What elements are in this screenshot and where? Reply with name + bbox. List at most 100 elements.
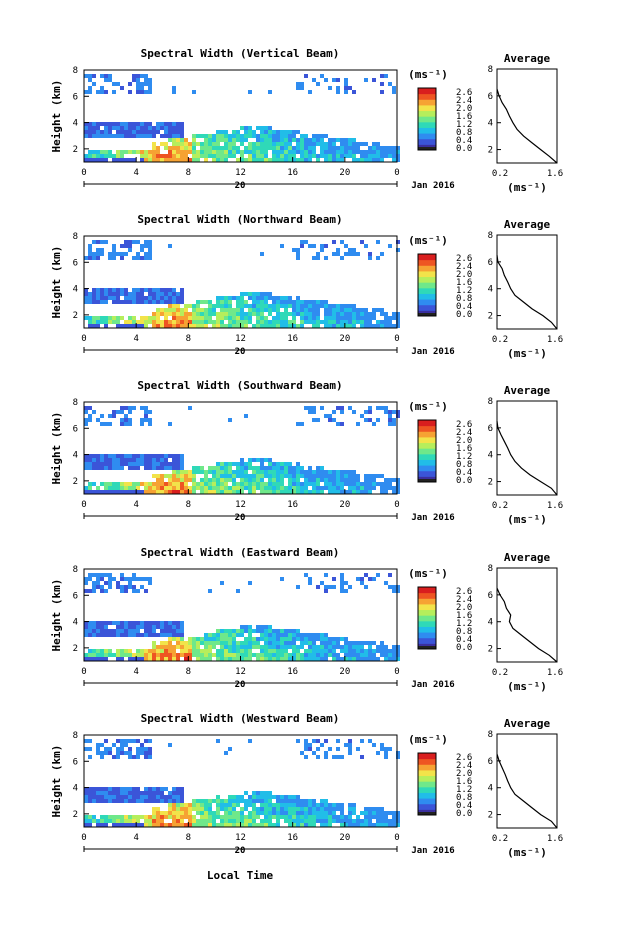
heatmap-cell	[172, 320, 176, 324]
heatmap-cell	[376, 482, 380, 486]
colorbar-tick-label: 0.4	[456, 302, 472, 312]
heatmap-cell	[312, 819, 316, 823]
panel-0: Spectral Width (Vertical Beam)2468Height…	[50, 47, 563, 194]
heatmap-cell	[364, 312, 368, 316]
date-label: Jan 2016	[411, 846, 454, 856]
heatmap-cell	[128, 300, 132, 304]
heatmap-cell	[156, 316, 160, 320]
heatmap-cell	[152, 454, 156, 458]
colorbar-tick-label: 2.0	[456, 436, 472, 446]
heatmap-cell	[284, 158, 288, 162]
date-label: Jan 2016	[411, 680, 454, 690]
heatmap-cell	[248, 296, 252, 300]
avg-x-tick-label: 0.2	[492, 834, 508, 844]
heatmap-cell	[344, 490, 348, 494]
heatmap-cell	[332, 138, 336, 142]
heatmap-cell	[236, 653, 240, 657]
heatmap-cell	[88, 150, 92, 154]
heatmap-cell	[120, 158, 124, 162]
heatmap-cell	[388, 418, 392, 422]
heatmap-cell	[332, 142, 336, 146]
heatmap-cell	[120, 490, 124, 494]
heatmap-cell	[332, 585, 336, 589]
heatmap-cell	[148, 240, 152, 244]
heatmap-cell	[264, 486, 268, 490]
heatmap-cell	[228, 462, 232, 466]
heatmap-cell	[120, 657, 124, 661]
heatmap-cell	[320, 823, 324, 827]
heatmap-cell	[144, 458, 148, 462]
heatmap-cell	[304, 312, 308, 316]
heatmap-cell	[264, 138, 268, 142]
heatmap-cell	[204, 811, 208, 815]
heatmap-cell	[172, 795, 176, 799]
heatmap-cell	[156, 649, 160, 653]
heatmap-cell	[344, 649, 348, 653]
heatmap-cell	[248, 633, 252, 637]
heatmap-cell	[124, 320, 128, 324]
heatmap-cell	[192, 637, 196, 641]
heatmap-cell	[128, 418, 132, 422]
heatmap-cell	[84, 256, 88, 260]
heatmap-cell	[108, 130, 112, 134]
heatmap-cell	[256, 795, 260, 799]
heatmap-cell	[324, 478, 328, 482]
heatmap-cell	[196, 803, 200, 807]
avg-y-tick-label: 4	[488, 451, 493, 461]
heatmap-cell	[328, 807, 332, 811]
heatmap-cell	[144, 90, 148, 94]
x-tick-label: 4	[133, 833, 138, 843]
heatmap-cell	[156, 482, 160, 486]
heatmap-cell	[352, 138, 356, 142]
heatmap-cell	[280, 486, 284, 490]
heatmap-cell	[92, 134, 96, 138]
heatmap-cell	[244, 657, 248, 661]
heatmap-cell	[244, 292, 248, 296]
heatmap-cell	[132, 300, 136, 304]
heatmap-cell	[328, 320, 332, 324]
heatmap-cell	[248, 657, 252, 661]
heatmap-cell	[224, 316, 228, 320]
heatmap-cell	[104, 787, 108, 791]
heatmap-cell	[88, 649, 92, 653]
heatmap-cell	[304, 142, 308, 146]
heatmap-cell	[368, 316, 372, 320]
heatmap-cell	[392, 823, 396, 827]
colorbar-tick-label: 2.6	[456, 254, 472, 264]
heatmap-cell	[280, 478, 284, 482]
heatmap-cell	[144, 466, 148, 470]
heatmap-cell	[148, 150, 152, 154]
heatmap-cell	[156, 795, 160, 799]
heatmap-cell	[288, 146, 292, 150]
heatmap-cell	[128, 82, 132, 86]
heatmap-cell	[296, 146, 300, 150]
colorbar-swatch	[418, 431, 436, 438]
heatmap-cell	[228, 649, 232, 653]
heatmap-cell	[228, 811, 232, 815]
heatmap-cell	[92, 300, 96, 304]
heatmap-cell	[168, 308, 172, 312]
heatmap-cell	[284, 312, 288, 316]
heatmap-cell	[388, 324, 392, 328]
heatmap-cell	[132, 466, 136, 470]
heatmap-cell	[112, 486, 116, 490]
heatmap-cell	[268, 815, 272, 819]
heatmap-cell	[164, 454, 168, 458]
heatmap-cell	[272, 803, 276, 807]
heatmap-cell	[312, 320, 316, 324]
heatmap-cell	[320, 478, 324, 482]
heatmap-cell	[164, 621, 168, 625]
heatmap-cell	[316, 304, 320, 308]
heatmap-cell	[240, 320, 244, 324]
heatmap-cell	[152, 466, 156, 470]
heatmap-cell	[192, 478, 196, 482]
heatmap-cell	[112, 819, 116, 823]
heatmap-cell	[288, 811, 292, 815]
heatmap-cell	[348, 252, 352, 256]
heatmap-cell	[244, 474, 248, 478]
heatmap-cell	[208, 466, 212, 470]
heatmap-cell	[172, 324, 176, 328]
heatmap-cell	[204, 474, 208, 478]
heatmap-cell	[224, 811, 228, 815]
colorbar-swatch	[418, 587, 436, 594]
